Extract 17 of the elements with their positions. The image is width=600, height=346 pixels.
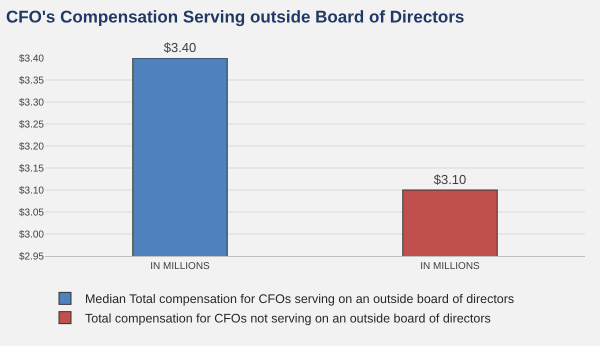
- chart-title: CFO's Compensation Serving outside Board of Directors: [6, 7, 464, 26]
- y-tick-label: $3.15: [18, 164, 44, 174]
- data-label: $3.10: [434, 172, 466, 187]
- y-tick-label: $2.95: [18, 252, 44, 262]
- y-tick-label: $3.10: [18, 186, 44, 196]
- y-tick-label: $3.40: [18, 54, 44, 64]
- legend-label: Median Total compensation for CFOs serving on an outside board of directors: [85, 292, 514, 306]
- y-tick-label: $3.30: [18, 98, 44, 108]
- y-tick-label: $3.00: [18, 230, 44, 240]
- legend-label: Total compensation for CFOs not serving on an outside board of directors: [85, 311, 491, 326]
- y-tick-label: $3.35: [18, 76, 44, 86]
- data-label: $3.40: [164, 40, 196, 55]
- x-tick-label: IN MILLIONS: [150, 261, 210, 272]
- y-tick-label: $3.25: [18, 120, 44, 130]
- x-tick-label: IN MILLIONS: [420, 261, 480, 272]
- y-tick-label: $3.05: [18, 208, 44, 218]
- y-tick-label: $3.20: [18, 142, 44, 152]
